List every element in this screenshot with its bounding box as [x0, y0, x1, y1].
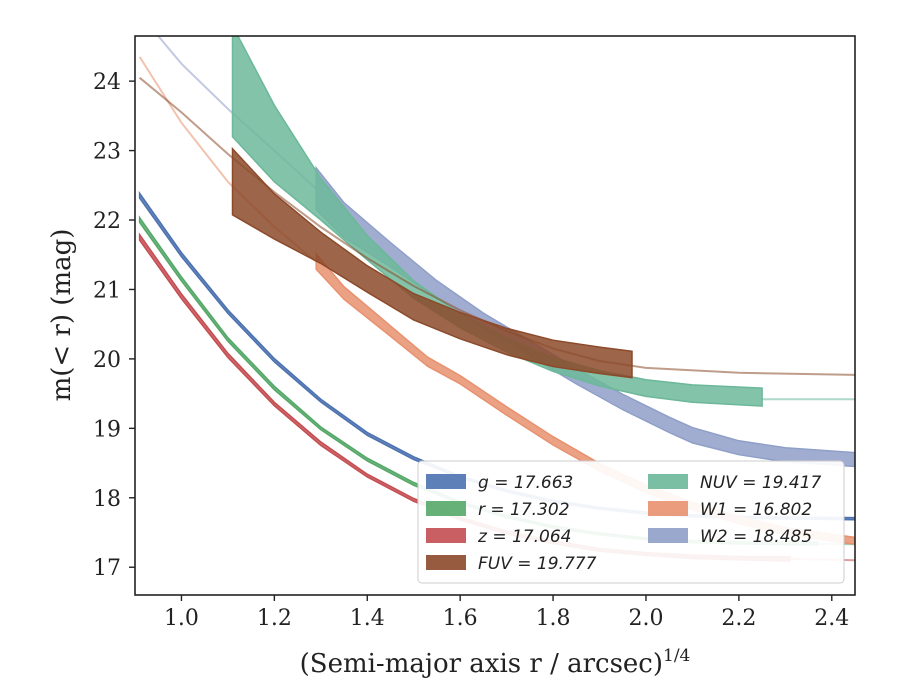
y-axis-title: m(< r) (mag) — [47, 229, 77, 402]
x-tick-label: 1.2 — [257, 606, 292, 631]
legend-item-nuv: NUV = 19.417 — [648, 473, 822, 493]
y-tick-label: 23 — [93, 140, 121, 165]
legend-swatch — [648, 474, 688, 489]
legend: g = 17.663 r = 17.302 z = 17.064 FUV = 19.7… — [417, 460, 845, 584]
x-axis: 1.0 1.2 1.4 1.6 1.8 2.0 2.2 2.4 — [164, 595, 849, 631]
series-fuv-band — [231, 146, 633, 379]
legend-label: FUV = 19.777 — [478, 554, 597, 574]
x-tick-label: 2.4 — [814, 606, 849, 631]
plot-frame — [134, 35, 856, 596]
legend-item-g: g = 17.663 — [426, 473, 573, 493]
x-tick-label: 1.8 — [536, 606, 571, 631]
x-axis-title: (Semi-major axis r / arcsec)1/4 — [300, 646, 691, 679]
legend-label: r = 17.302 — [478, 500, 570, 520]
legend-item-r: r = 17.302 — [426, 500, 570, 520]
legend-swatch — [426, 474, 466, 489]
y-tick-label: 19 — [93, 417, 121, 442]
y-tick-label: 18 — [93, 487, 121, 512]
legend-item-w2: W2 = 18.485 — [648, 527, 812, 547]
legend-label: W2 = 18.485 — [700, 527, 812, 547]
legend-swatch — [426, 528, 466, 543]
series-g — [138, 190, 855, 521]
legend-swatch — [648, 528, 688, 543]
series-layer — [138, 36, 855, 562]
legend-item-fuv: FUV = 19.777 — [426, 554, 597, 574]
y-tick-label: 21 — [93, 278, 121, 303]
y-tick-label: 24 — [93, 70, 121, 95]
x-tick-label: 1.0 — [164, 606, 199, 631]
legend-box — [417, 460, 845, 584]
y-tick-label: 17 — [93, 556, 121, 581]
legend-item-z: z = 17.064 — [426, 527, 571, 547]
legend-label: z = 17.064 — [477, 527, 571, 547]
legend-swatch — [426, 555, 466, 570]
x-tick-label: 1.6 — [443, 606, 478, 631]
x-tick-label: 1.4 — [350, 606, 385, 631]
x-tick-label: 2.2 — [721, 606, 756, 631]
legend-label: g = 17.663 — [478, 473, 573, 493]
series-w1-band — [315, 251, 855, 546]
legend-swatch — [648, 501, 688, 516]
x-axis-title-text: (Semi-major axis r / arcsec) — [300, 649, 663, 679]
legend-item-w1: W1 = 16.802 — [648, 500, 812, 520]
y-tick-label: 22 — [93, 209, 121, 234]
x-tick-label: 2.0 — [628, 606, 663, 631]
legend-label: NUV = 19.417 — [700, 473, 822, 493]
y-axis: 17 18 19 20 21 22 23 24 — [93, 70, 135, 581]
x-axis-title-exponent: 1/4 — [663, 646, 690, 666]
series-g-band — [138, 190, 855, 521]
series-fuv — [138, 76, 855, 379]
legend-label: W1 = 16.802 — [700, 500, 812, 520]
legend-swatch — [426, 501, 466, 516]
y-tick-label: 20 — [93, 348, 121, 373]
